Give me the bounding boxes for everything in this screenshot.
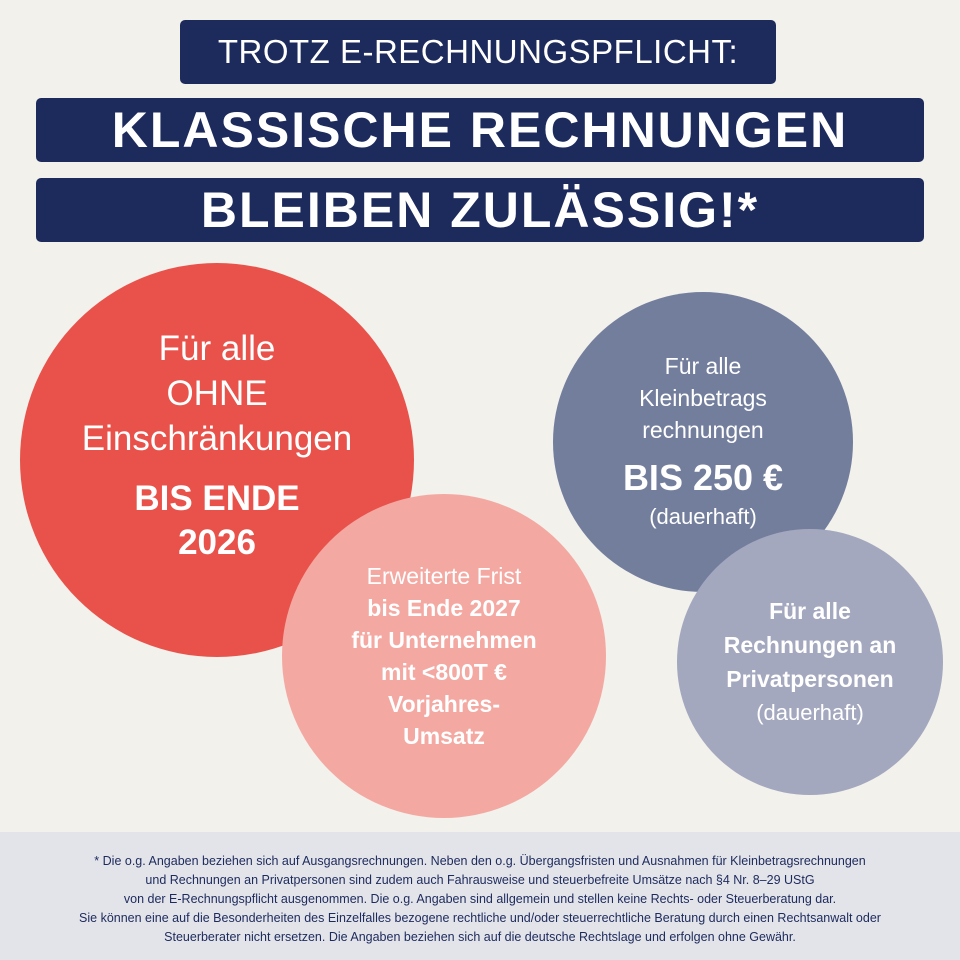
disclaimer-line: und Rechnungen an Privatpersonen sind zu…: [145, 873, 815, 887]
circle-text: mit <800T €: [381, 659, 507, 685]
circle-text: Umsatz: [403, 723, 485, 749]
circle-text: Vorjahres-: [387, 691, 501, 717]
circle-no-restrictions: Für alle OHNE Einschränkungen BIS ENDE 2…: [20, 263, 414, 657]
disclaimer-line: Sie können eine auf die Besonderheiten d…: [79, 911, 881, 925]
circle-small-invoices: Für alle Kleinbetrags rechnungen BIS 250…: [553, 292, 853, 592]
disclaimer-line: * Die o.g. Angaben beziehen sich auf Aus…: [94, 854, 866, 868]
header-subtitle: TROTZ E-RECHNUNGSPFLICHT:: [180, 20, 776, 84]
circle-text: rechnungen: [642, 417, 764, 443]
disclaimer-line: von der E-Rechnungspflicht ausgenommen. …: [123, 892, 837, 906]
circle-amount: BIS 250 €: [622, 457, 784, 498]
header-subtitle-text: TROTZ E-RECHNUNGSPFLICHT:: [217, 33, 739, 70]
header-title-text-1: KLASSISCHE RECHNUNGEN: [111, 102, 849, 158]
header-title-line1: KLASSISCHE RECHNUNGEN: [36, 98, 924, 162]
circle-private-persons: Für alle Rechnungen an Privatpersonen (d…: [677, 529, 943, 795]
circle-text: Rechnungen an: [723, 632, 897, 658]
circle-deadline: 2026: [178, 522, 256, 562]
disclaimer-footer: * Die o.g. Angaben beziehen sich auf Aus…: [0, 832, 960, 960]
circle-text: Privatpersonen: [726, 666, 894, 692]
circle-text: Für alle: [769, 598, 851, 624]
header-title-line2: BLEIBEN ZULÄSSIG!*: [36, 178, 924, 242]
circle-text: Kleinbetrags: [639, 385, 767, 411]
disclaimer-line: Steuerberater nicht ersetzen. Die Angabe…: [164, 930, 796, 944]
circle-text: Für alle: [664, 353, 742, 379]
circle-extended-deadline: Erweiterte Frist bis Ende 2027 für Unter…: [282, 494, 606, 818]
circle-deadline: BIS ENDE: [134, 478, 300, 518]
circle-note: (dauerhaft): [756, 700, 864, 725]
circle-text: Für alle: [158, 328, 276, 368]
circle-note: (dauerhaft): [649, 504, 757, 529]
circle-text: OHNE: [166, 373, 268, 413]
circle-text: für Unternehmen: [351, 627, 537, 653]
circle-text: Einschränkungen: [81, 418, 353, 458]
header-title-text-2: BLEIBEN ZULÄSSIG!*: [200, 182, 760, 238]
circle-text: bis Ende 2027: [367, 595, 521, 621]
circle-text: Erweiterte Frist: [366, 563, 522, 589]
